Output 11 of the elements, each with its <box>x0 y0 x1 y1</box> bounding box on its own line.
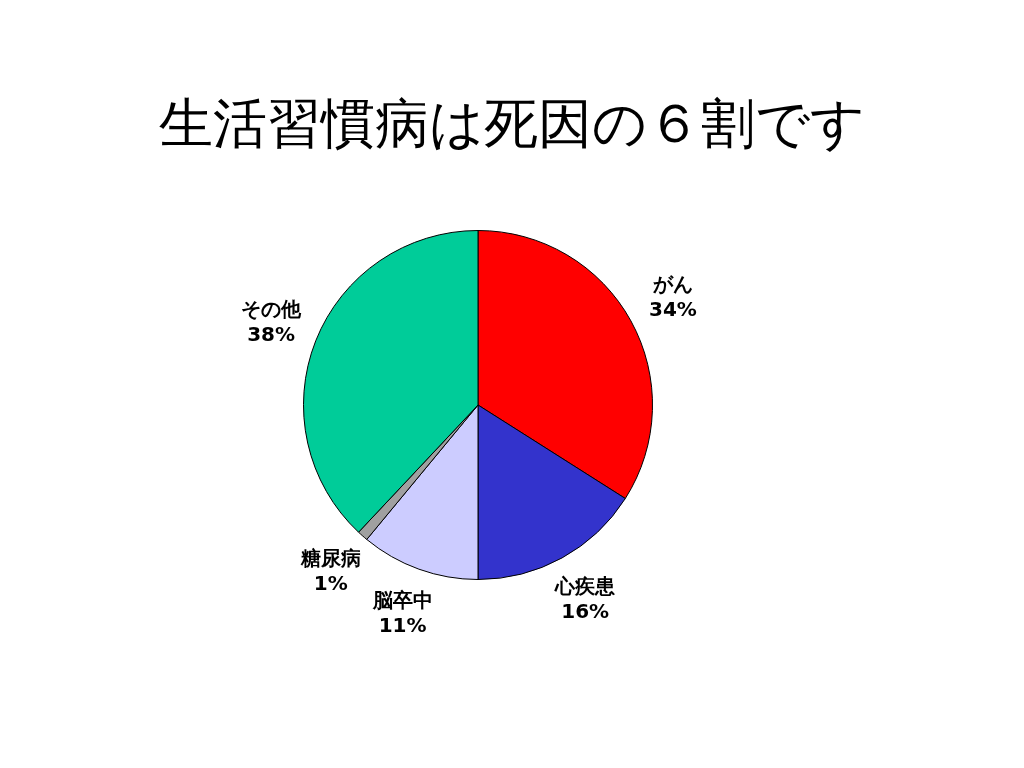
data-label: 34% <box>649 296 697 321</box>
data-label: 16% <box>561 598 610 623</box>
data-label: 38% <box>247 321 296 346</box>
slice-label: 糖尿病 <box>299 545 361 570</box>
slice-label: がん <box>651 271 693 296</box>
slice-label: 脳卒中 <box>371 588 433 613</box>
slice-label: その他 <box>241 296 303 321</box>
chart-title: 生活習慣病は死因の６割です <box>158 92 866 157</box>
data-label: 1% <box>313 570 348 595</box>
data-label: 11% <box>378 613 427 638</box>
slice-label: 心疾患 <box>554 573 617 598</box>
